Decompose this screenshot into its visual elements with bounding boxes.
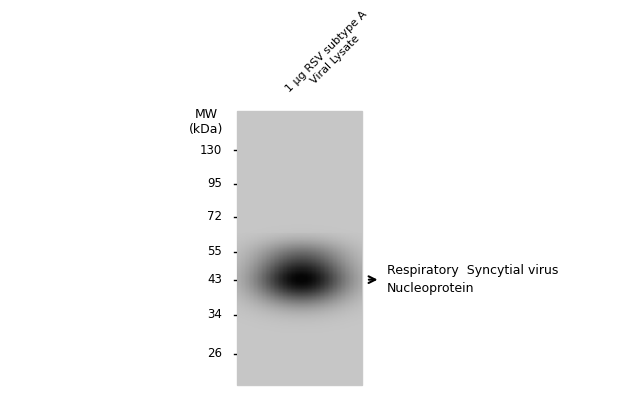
- Bar: [238, 111, 362, 385]
- Text: 34: 34: [207, 308, 222, 321]
- Text: MW
(kDa): MW (kDa): [189, 108, 223, 136]
- Text: Nucleoprotein: Nucleoprotein: [386, 282, 474, 295]
- Text: 72: 72: [207, 210, 222, 223]
- Text: 26: 26: [207, 347, 222, 360]
- Text: 43: 43: [207, 273, 222, 286]
- Text: Respiratory  Syncytial virus: Respiratory Syncytial virus: [386, 264, 558, 277]
- Text: 130: 130: [200, 144, 222, 157]
- Text: 55: 55: [207, 245, 222, 258]
- Text: 1 µg RSV subtype A
Viral Lysate: 1 µg RSV subtype A Viral Lysate: [285, 9, 378, 102]
- Text: 95: 95: [207, 177, 222, 190]
